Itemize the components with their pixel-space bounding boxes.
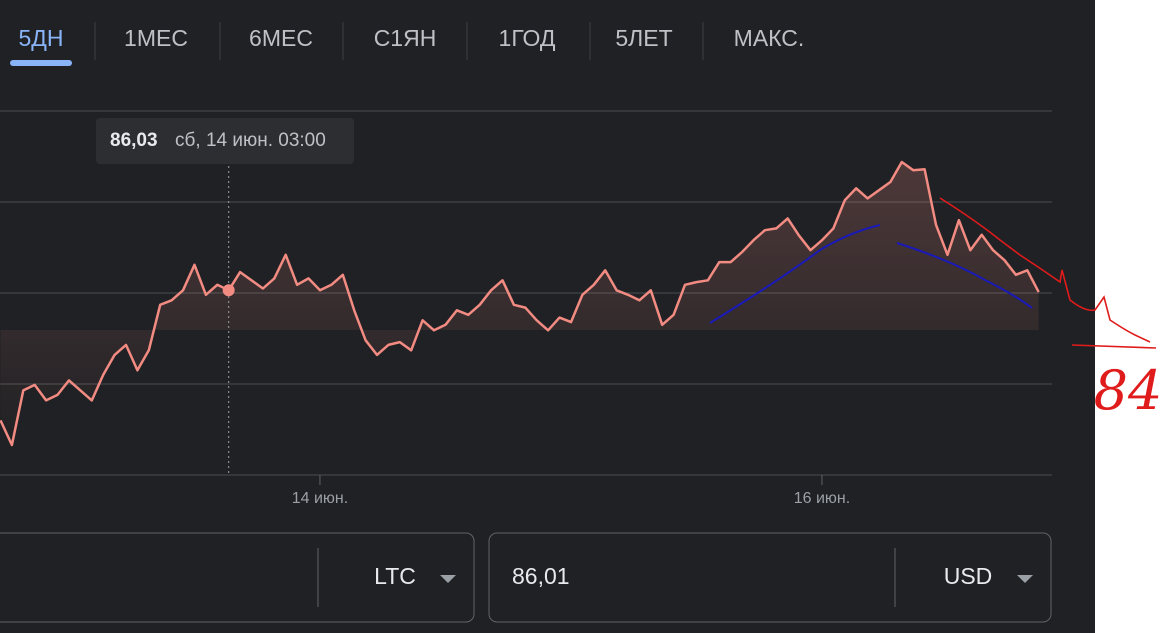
price-line bbox=[0, 160, 1040, 447]
red-stroke bbox=[939, 197, 1151, 343]
chart: 14 июн. 16 июн. bbox=[0, 110, 1052, 507]
to-value[interactable]: 86,01 bbox=[512, 563, 570, 589]
tooltip-value: 86,03 bbox=[110, 130, 158, 151]
tab[interactable]: МАКС. bbox=[734, 25, 805, 51]
hand-annotations: 84 bbox=[709, 197, 1162, 422]
dropdown-caret[interactable] bbox=[1017, 575, 1033, 583]
tab[interactable]: С1ЯН bbox=[374, 25, 437, 51]
tooltip-date: сб, 14 июн. 03:00 bbox=[175, 130, 326, 151]
blue-stroke bbox=[896, 242, 1033, 309]
tooltip: 86,03 сб, 14 июн. 03:00 bbox=[96, 118, 354, 164]
tab-indicator bbox=[10, 60, 72, 66]
hand-note: 84 bbox=[1094, 359, 1162, 422]
tab[interactable]: 5ЛЕТ bbox=[615, 25, 672, 51]
area bbox=[0, 162, 1039, 445]
x-tick-label: 16 июн. bbox=[794, 490, 850, 507]
red-line bbox=[1071, 344, 1157, 349]
blue-stroke bbox=[709, 224, 881, 324]
tooltip-box bbox=[96, 118, 354, 164]
to-box[interactable] bbox=[488, 532, 1052, 623]
to-currency[interactable]: USD bbox=[944, 563, 993, 589]
tab-bar: 5ДН 1МЕС 6МЕС С1ЯН 1ГОД 5ЛЕТ МАКС. bbox=[10, 22, 804, 66]
tab[interactable]: 6МЕС bbox=[249, 25, 313, 51]
dropdown-caret[interactable] bbox=[440, 575, 456, 583]
hover-point bbox=[222, 284, 235, 297]
from-currency[interactable]: LTC bbox=[374, 563, 416, 589]
tab[interactable]: 1МЕС bbox=[124, 25, 188, 51]
tab[interactable]: 1ГОД bbox=[499, 25, 556, 51]
from-box[interactable] bbox=[0, 532, 475, 623]
tab[interactable]: 5ДН bbox=[19, 25, 64, 51]
x-tick-label: 14 июн. bbox=[292, 490, 348, 507]
converter: LTC 86,01 USD bbox=[0, 532, 1052, 623]
